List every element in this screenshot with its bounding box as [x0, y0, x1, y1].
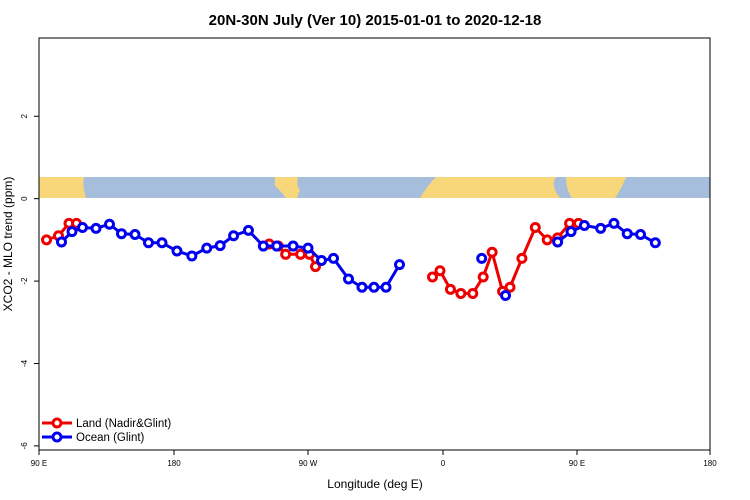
x-tick-label: 0: [441, 459, 446, 468]
data-point: [368, 281, 380, 293]
data-point: [578, 219, 590, 231]
data-point: [310, 261, 321, 273]
data-point: [564, 217, 576, 229]
data-point: [171, 245, 183, 257]
data-point: [380, 281, 392, 293]
data-point: [214, 240, 226, 252]
data-point: [41, 234, 52, 246]
data-point: [486, 246, 498, 258]
data-point: [529, 222, 541, 234]
data-point: [228, 230, 240, 242]
data-point: [302, 242, 314, 254]
x-tick-label: 90 E: [31, 459, 47, 468]
data-point: [186, 250, 198, 262]
legend-marker-land: [51, 417, 63, 429]
y-tick-label: 0: [20, 196, 29, 201]
legend-marker-ocean: [51, 431, 63, 443]
data-point: [143, 237, 154, 249]
y-tick-label: -2: [20, 277, 29, 285]
land-asia-east: [566, 177, 626, 198]
data-point: [621, 228, 633, 240]
data-point: [455, 287, 467, 299]
data-point: [104, 218, 115, 230]
land-africa-arabia: [420, 177, 560, 198]
y-axis: -6 -4 -2 0 2: [20, 114, 39, 450]
data-point: [516, 252, 528, 264]
plot-frame: [38, 37, 711, 451]
data-point: [280, 248, 292, 260]
chart-title: 20N-30N July (Ver 10) 2015-01-01 to 2020…: [209, 12, 542, 29]
data-point: [116, 228, 127, 240]
y-axis-label: XCO2 - MLO trend (ppm): [1, 177, 15, 312]
world-map-strip: [39, 177, 710, 198]
series-layer: [41, 217, 661, 301]
data-point: [129, 229, 141, 241]
data-point: [271, 240, 283, 252]
data-point: [77, 222, 88, 234]
data-point: [635, 229, 647, 241]
data-point: [552, 236, 564, 248]
data-point: [444, 283, 456, 295]
series-ocean: [56, 217, 661, 301]
legend-label-ocean: Ocean (Glint): [76, 432, 145, 444]
x-tick-label: 90 E: [569, 459, 585, 468]
data-point: [500, 290, 512, 301]
x-axis: 90 E 180 90 W 0 90 E 180: [31, 450, 717, 468]
data-point: [477, 271, 489, 283]
data-point: [476, 252, 488, 264]
data-point: [343, 273, 354, 285]
data-point: [156, 237, 168, 249]
land-north-america: [275, 177, 300, 198]
data-point: [565, 226, 577, 238]
legend: Land (Nadir&Glint) Ocean (Glint): [42, 417, 171, 444]
data-point: [295, 248, 307, 260]
y-tick-label: -4: [20, 359, 29, 367]
data-point: [287, 240, 299, 252]
data-point: [595, 222, 607, 234]
data-point: [608, 217, 620, 229]
data-point: [90, 222, 102, 234]
x-tick-label: 180: [703, 459, 717, 468]
data-point: [242, 224, 254, 236]
data-point: [66, 226, 78, 238]
x-tick-label: 90 W: [299, 459, 318, 468]
data-point: [257, 240, 269, 252]
legend-label-land: Land (Nadir&Glint): [76, 418, 171, 430]
data-point: [201, 242, 213, 254]
data-point: [328, 252, 339, 264]
data-point: [434, 265, 446, 277]
x-axis-label: Longitude (deg E): [327, 477, 422, 491]
land-asia-pacific: [39, 177, 86, 198]
data-point: [316, 254, 327, 266]
data-point: [427, 271, 438, 283]
data-point: [394, 259, 405, 271]
y-tick-label: 2: [20, 114, 29, 119]
data-point: [56, 236, 67, 248]
y-tick-label: -6: [20, 442, 29, 450]
data-point: [541, 234, 553, 246]
data-point: [649, 237, 661, 249]
x-tick-label: 180: [167, 459, 181, 468]
data-point: [356, 281, 368, 293]
data-point: [504, 281, 516, 293]
data-point: [467, 287, 479, 299]
